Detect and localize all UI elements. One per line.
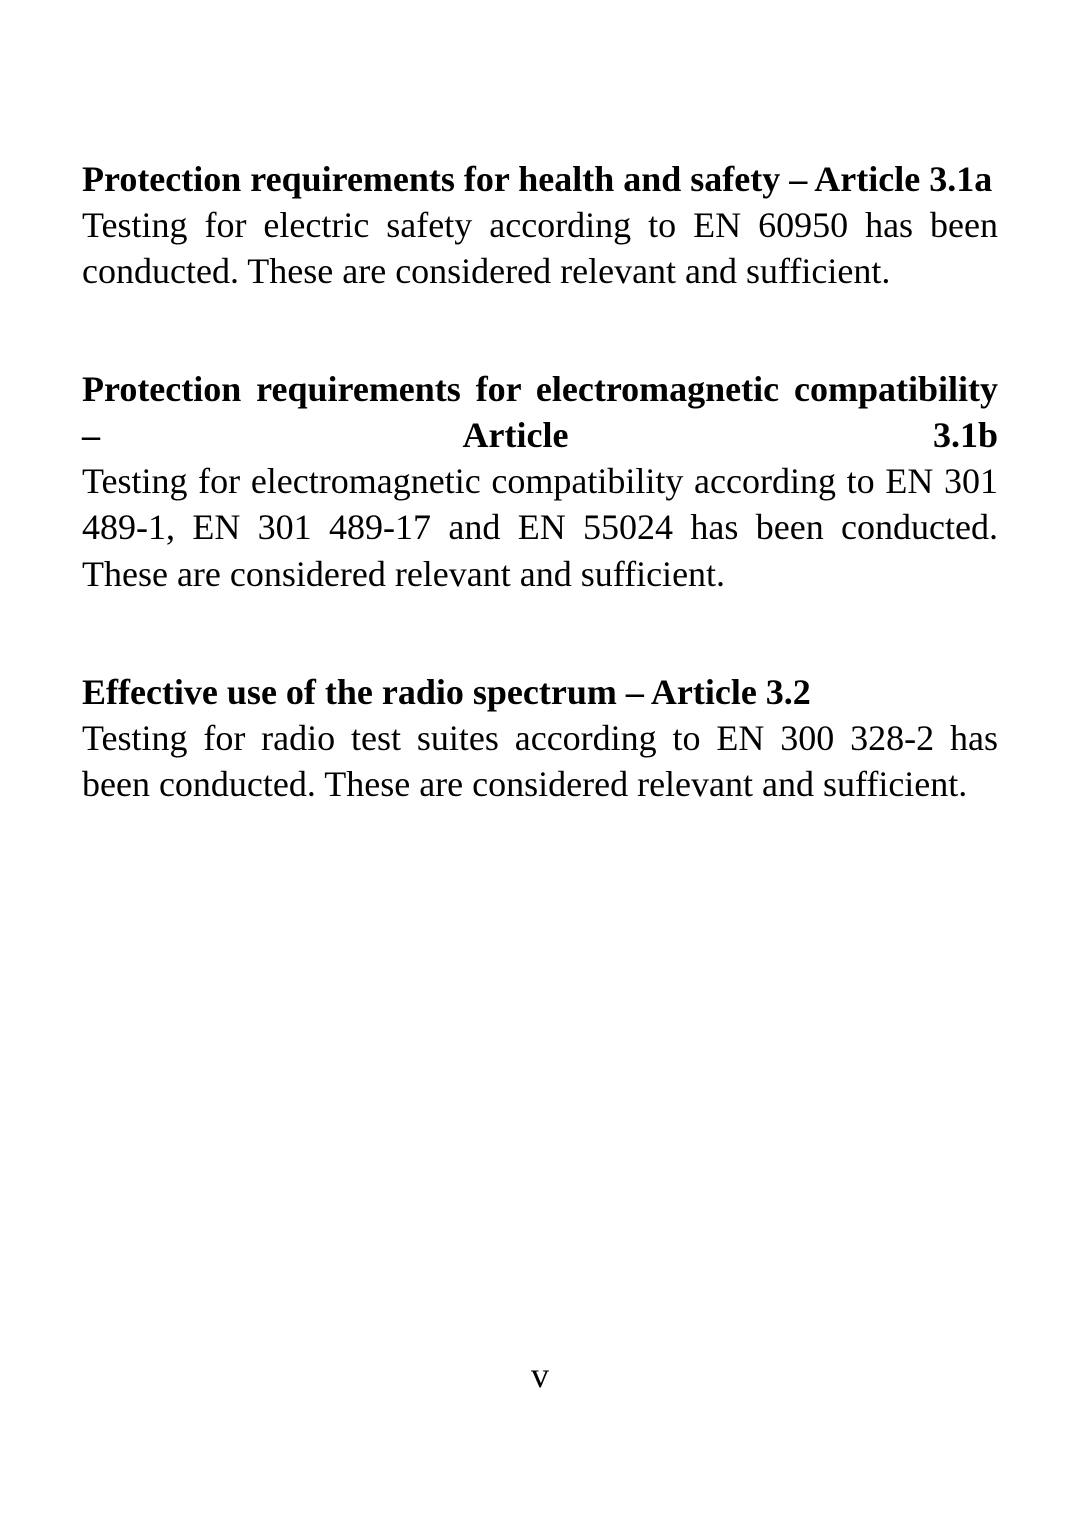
heading-article-3-1a: Protection requirements for health and s… — [82, 156, 998, 202]
section-article-3-2: Effective use of the radio spectrum – Ar… — [82, 669, 998, 807]
body-article-3-1b: Testing for electromagnetic compatibilit… — [82, 458, 998, 596]
page-number: v — [0, 1354, 1080, 1396]
body-article-3-2: Testing for radio test suites according … — [82, 715, 998, 807]
page-content: Protection requirements for health and s… — [82, 156, 998, 879]
body-article-3-1a: Testing for electric safety according to… — [82, 202, 998, 294]
heading-article-3-2: Effective use of the radio spectrum – Ar… — [82, 669, 998, 715]
section-article-3-1a: Protection requirements for health and s… — [82, 156, 998, 294]
section-article-3-1b: Protection requirements for electromagne… — [82, 366, 998, 596]
heading-article-3-1b: Protection requirements for electromagne… — [82, 366, 998, 458]
